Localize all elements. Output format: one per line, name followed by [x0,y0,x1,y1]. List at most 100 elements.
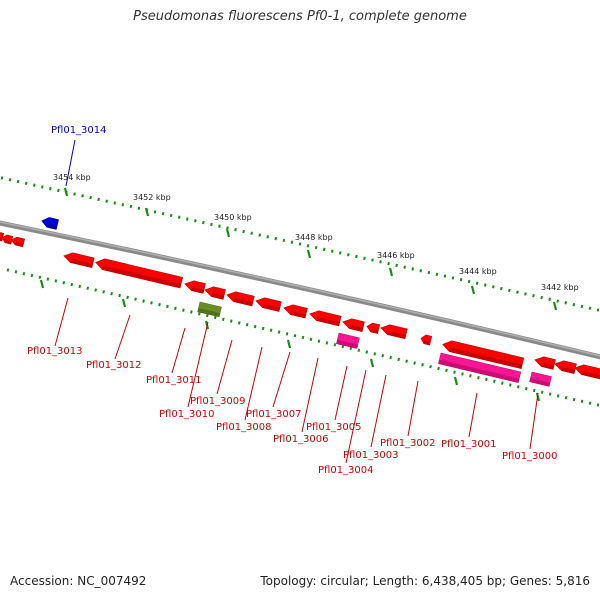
outer-ruler-tick [153,210,157,214]
gene-label-pfl01-3003[interactable]: Pfl01_3003 [343,450,399,461]
gene-label-pfl01-3007[interactable]: Pfl01_3007 [246,409,302,420]
leader-line [54,297,69,347]
inner-ruler-tick [102,290,105,294]
outer-ruler-tick [451,276,455,280]
outer-ruler-tick [322,247,326,252]
gene-pfl01-3006-shade [290,310,306,319]
outer-ruler-tick [8,178,12,182]
inner-ruler-tick [516,385,520,389]
gene-label-pfl01-3005[interactable]: Pfl01_3005 [306,422,362,433]
outer-ruler-tick [580,304,584,309]
inner-ruler-tick [110,292,113,296]
gene-label-pfl01-3004[interactable]: Pfl01_3004 [318,465,374,476]
gene-pfl01-3008-shade [233,297,253,306]
outer-ruler-tick [282,238,286,243]
gene-label-pfl01-3011[interactable]: Pfl01_3011 [146,375,202,386]
gene-label-pfl01-3002[interactable]: Pfl01_3002 [380,438,436,449]
inner-ruler-tick [229,319,233,323]
leader-line [272,351,291,408]
gene-label-pfl01-3012[interactable]: Pfl01_3012 [86,360,142,371]
outer-ruler-tick [32,183,36,187]
outer-ruler-tick [250,231,253,235]
inner-ruler-tick [54,279,58,283]
outer-ruler-tick [387,261,390,266]
inner-ruler-tick [381,354,385,358]
gene-pfl01-3004-shade [316,316,340,326]
leader-line [345,369,367,464]
outer-ruler-tick [24,181,28,186]
inner-ruler-tick [540,390,544,394]
gene-label-pfl01-3010[interactable]: Pfl01_3010 [159,409,215,420]
outer-ruler-tick [419,269,423,273]
outer-ruler-tick [411,267,415,271]
inner-ruler-major-tick [453,376,459,386]
gene-label-pfl01-3013[interactable]: Pfl01_3013 [27,346,83,357]
gene-label-pfl01-3006[interactable]: Pfl01_3006 [273,434,329,445]
leader-line [529,392,539,450]
inner-ruler-tick [206,313,209,318]
gene-small-shade [581,370,600,379]
leader-line [468,392,478,438]
outer-ruler-tick [516,290,519,294]
outer-ruler-tick [596,308,600,312]
inner-ruler-tick [126,295,129,300]
ruler-major-tick [306,249,312,259]
inner-ruler-tick [213,315,217,320]
gene-pfl01-3011-shade [191,286,205,294]
leader-line [244,346,263,421]
leader-line [65,139,76,187]
ruler-label: 3446 kbp [377,251,415,260]
gene-label-pfl01-3008[interactable]: Pfl01_3008 [216,422,272,433]
outer-ruler-tick [121,203,125,207]
inner-ruler-tick [38,275,42,279]
inner-ruler-tick [508,383,512,387]
outer-ruler-tick [81,194,84,198]
inner-ruler-tick [293,333,297,338]
inner-ruler-tick [269,328,273,332]
leader-line [171,327,186,374]
outer-ruler-tick [459,277,463,282]
leader-line [334,365,348,421]
gene-label-pfl01-3009[interactable]: Pfl01_3009 [190,396,246,407]
outer-ruler-tick [330,249,334,253]
inner-ruler-tick [134,297,137,301]
inner-ruler-tick [301,335,305,340]
inner-ruler-tick [237,321,241,325]
outer-ruler-tick [73,192,76,196]
inner-ruler-tick [548,392,552,396]
inner-ruler-major-tick [369,358,375,368]
inner-ruler-tick [14,270,18,274]
inner-ruler-tick [421,363,424,367]
inner-ruler-tick [588,401,592,405]
inner-ruler-major-tick [39,279,45,289]
inner-ruler-tick [524,386,528,391]
ruler-major-tick [63,187,69,197]
outer-ruler-tick [49,187,52,191]
outer-ruler-tick [540,295,543,300]
genome-summary-text: Topology: circular; Length: 6,438,405 bp… [260,574,590,588]
inner-ruler-tick [62,281,66,285]
inner-ruler-tick [485,377,488,382]
gene-label-pfl01-3000[interactable]: Pfl01_3000 [502,451,558,462]
gene-small-shade [561,366,576,374]
outer-ruler-tick [290,240,294,244]
outer-ruler-tick [89,195,92,200]
gene-small-shade [423,340,431,346]
inner-ruler-tick [373,352,377,356]
gene-label-pfl01-3014[interactable]: Pfl01_3014 [51,125,107,136]
ruler-label: 3452 kbp [133,193,171,202]
ruler-major-tick [552,301,558,311]
genome-backbone [0,220,600,360]
ruler-major-tick [470,285,476,295]
outer-ruler-tick [379,260,382,264]
gene-label-pfl01-3001[interactable]: Pfl01_3001 [441,439,497,450]
inner-ruler-tick [78,284,82,289]
accession-text: Accession: NC_007492 [10,574,147,588]
outer-ruler-tick [435,272,439,277]
inner-ruler-tick [221,317,225,321]
gene-small-shade [370,328,379,334]
gene-pfl01-3009-shade [211,292,225,300]
outer-ruler-tick [202,220,205,225]
inner-ruler-tick [580,399,584,404]
